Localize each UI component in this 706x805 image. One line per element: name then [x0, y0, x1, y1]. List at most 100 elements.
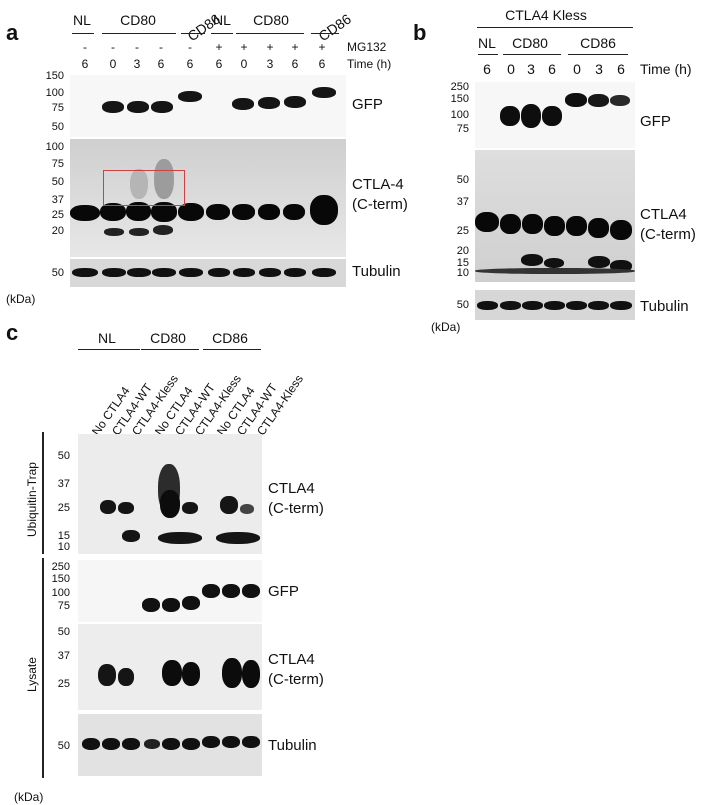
panel-c-ub-marker: 15	[57, 530, 70, 542]
blot-band	[122, 738, 140, 750]
blot-band	[127, 101, 149, 113]
blot-band	[127, 268, 151, 277]
panel-c-ub-marker: 10	[57, 541, 70, 553]
panel-b-ctla4-marker: 37	[456, 196, 469, 208]
panel-b-tubulin-blot	[475, 290, 635, 320]
blot-band	[240, 504, 254, 514]
panel-a-gfp-marker: 150	[45, 70, 64, 82]
panel-b-ctla4-marker: 10	[456, 267, 469, 279]
blot-band	[151, 101, 173, 113]
blot-band	[588, 94, 609, 107]
blot-band	[284, 96, 306, 108]
panel-a-time-cell: 0	[240, 57, 248, 71]
blot-band	[222, 584, 240, 598]
panel-a-ctla4-marker: 25	[51, 209, 64, 221]
panel-c-group-cd80: CD80	[150, 330, 186, 346]
blot-band	[588, 218, 609, 238]
blot-band	[477, 301, 498, 310]
blot-band	[118, 502, 134, 514]
blot-band	[153, 225, 173, 235]
panel-a-mg132-cell: +	[266, 40, 274, 54]
panel-a-group-cd86-mg: CD86	[315, 10, 354, 45]
blot-band	[522, 301, 543, 310]
blot-band	[100, 203, 126, 221]
blot-band	[182, 502, 198, 514]
panel-c-ctla4-blot	[78, 624, 262, 710]
blot-band	[102, 268, 126, 277]
blot-band	[122, 530, 140, 542]
panel-a-ctla4-blot	[70, 139, 346, 257]
blot-band	[500, 301, 521, 310]
blot-band	[566, 301, 587, 310]
panel-a-time-cell: 6	[157, 57, 165, 71]
panel-a-ctla4-marker: 75	[51, 158, 64, 170]
panel-a-time-cell: 6	[318, 57, 326, 71]
blot-band	[284, 268, 306, 277]
panel-a-mg132-cell: -	[159, 40, 163, 54]
blot-band	[206, 204, 230, 220]
panel-c-group-cd86: CD86	[212, 330, 248, 346]
blot-band	[104, 228, 124, 236]
blot-band	[216, 532, 260, 544]
panel-b-time-cell: 6	[483, 61, 491, 77]
blot-band	[521, 104, 541, 128]
panel-b-group-line	[568, 54, 628, 55]
blot-band	[242, 584, 260, 598]
panel-a-letter: a	[6, 20, 19, 45]
blot-band	[242, 736, 260, 748]
panel-c-ub-marker: 37	[57, 478, 70, 490]
blot-band	[610, 95, 630, 106]
panel-c-ctla4-marker: 25	[57, 678, 70, 690]
panel-c-gfp-marker: 75	[57, 600, 70, 612]
panel-b-time-cell: 6	[548, 61, 556, 77]
blot-band	[565, 93, 587, 107]
blot-band	[544, 301, 565, 310]
panel-a-ctla4-label: CTLA-4	[352, 176, 404, 193]
section-bracket-ubiquitin	[42, 432, 44, 554]
panel-a-mg132-cell: +	[240, 40, 248, 54]
panel-b-ctla4-marker: 50	[456, 174, 469, 186]
panel-a-gfp-blot	[70, 75, 346, 137]
panel-a-mg132-label: MG132	[347, 40, 387, 54]
blot-band	[178, 91, 202, 102]
blot-band	[182, 738, 200, 750]
panel-a-gfp-marker: 75	[51, 102, 64, 114]
blot-band	[102, 738, 120, 750]
panel-c-ubiquitin-blot	[78, 434, 262, 554]
panel-a-ctla4-label-sub: (C-term)	[352, 196, 408, 213]
blot-band	[475, 268, 635, 274]
blot-band	[220, 496, 238, 514]
blot-band	[312, 87, 336, 98]
panel-a-mg132-cell: -	[83, 40, 87, 54]
panel-a-time-cell: 0	[109, 57, 117, 71]
blot-band	[82, 738, 100, 750]
blot-band	[162, 660, 182, 686]
blot-band	[588, 256, 610, 268]
panel-a-mg132-cell: +	[318, 40, 326, 54]
panel-c-group-line	[78, 349, 140, 350]
blot-smear	[154, 159, 174, 199]
blot-band	[100, 500, 116, 514]
panel-b-ctla4-blot	[475, 150, 635, 282]
panel-c-group-nl: NL	[98, 330, 116, 346]
panel-b-time-label: Time (h)	[640, 61, 692, 77]
panel-b-gfp-marker: 100	[450, 109, 469, 121]
panel-c-ctla4-marker: 37	[57, 650, 70, 662]
blot-band	[72, 268, 98, 277]
panel-c-gfp-marker: 150	[51, 573, 70, 585]
panel-c-ub-label-sub: (C-term)	[268, 500, 324, 517]
panel-c-ub-marker: 25	[57, 502, 70, 514]
blot-band	[544, 216, 565, 236]
panel-b-ctla4-label: CTLA4	[640, 206, 687, 223]
blot-band	[259, 268, 281, 277]
blot-band	[610, 220, 632, 240]
blot-band	[151, 202, 177, 222]
blot-band	[542, 106, 562, 126]
panel-a-group-line	[311, 33, 339, 34]
section-label-lysate: Lysate	[25, 657, 39, 692]
panel-b-group-line	[478, 54, 498, 55]
panel-c-kda: (kDa)	[14, 790, 44, 804]
blot-band	[129, 228, 149, 236]
blot-band	[258, 97, 280, 109]
panel-a-kda: (kDa)	[6, 292, 36, 306]
